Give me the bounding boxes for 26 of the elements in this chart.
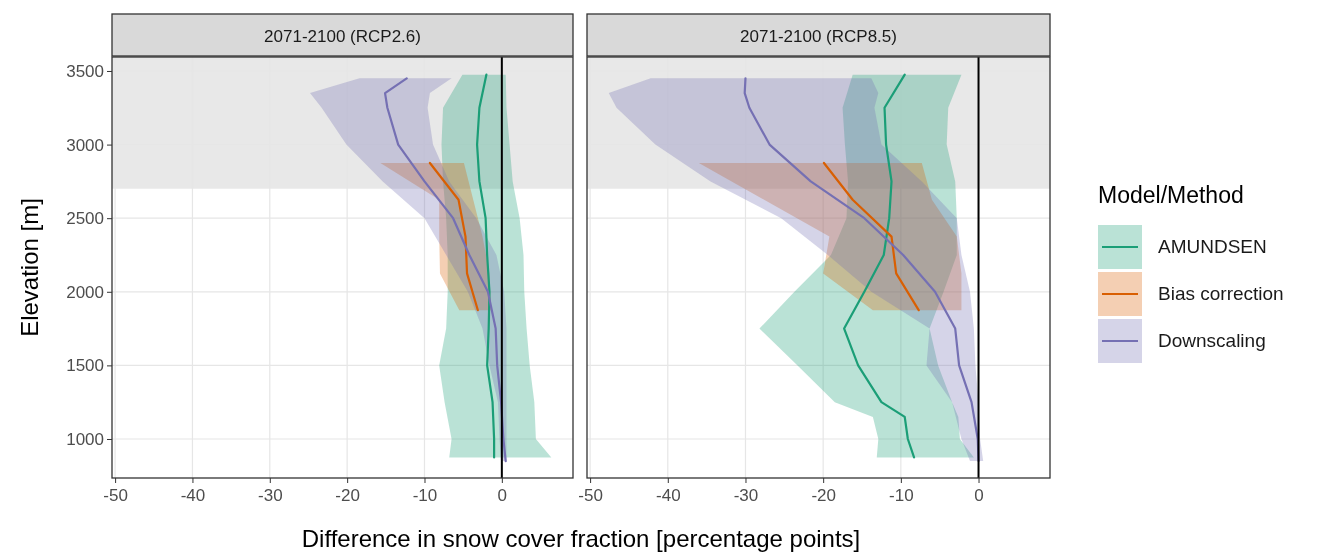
x-tick-label: -20 (335, 486, 360, 506)
x-tick-label: -30 (733, 486, 759, 506)
x-tick-label: -40 (180, 486, 206, 506)
x-tick-label: 0 (497, 486, 508, 506)
y-axis-title: Elevation [m] (16, 198, 43, 337)
x-tick-label: -10 (412, 486, 438, 506)
x-tick-label: -10 (889, 486, 914, 506)
legend-label: AMUNDSEN (1158, 236, 1267, 257)
x-tick-label: -50 (103, 486, 128, 506)
legend-title: Model/Method (1098, 182, 1244, 208)
chart-title: 2071-2100 (RCP8.5) (740, 26, 897, 46)
y-tick-label: 1500 (66, 356, 104, 376)
chart-title: 2071-2100 (RCP2.6) (264, 26, 421, 46)
y-tick-label: 3000 (66, 135, 104, 155)
legend-label: Bias correction (1158, 283, 1284, 304)
legend-label: Downscaling (1158, 330, 1266, 351)
x-axis-title: Difference in snow cover fraction [percentage points] (301, 525, 861, 552)
y-tick-label: 2000 (66, 282, 104, 302)
x-tick-label: -20 (811, 486, 836, 506)
x-tick-label: -50 (578, 486, 603, 506)
y-tick-label: 3500 (66, 61, 104, 81)
y-tick-label: 2500 (66, 209, 104, 229)
y-tick-label: 1000 (66, 429, 104, 449)
x-tick-label: -30 (258, 486, 283, 506)
x-tick-label: 0 (974, 486, 984, 506)
x-tick-label: -40 (656, 486, 681, 506)
